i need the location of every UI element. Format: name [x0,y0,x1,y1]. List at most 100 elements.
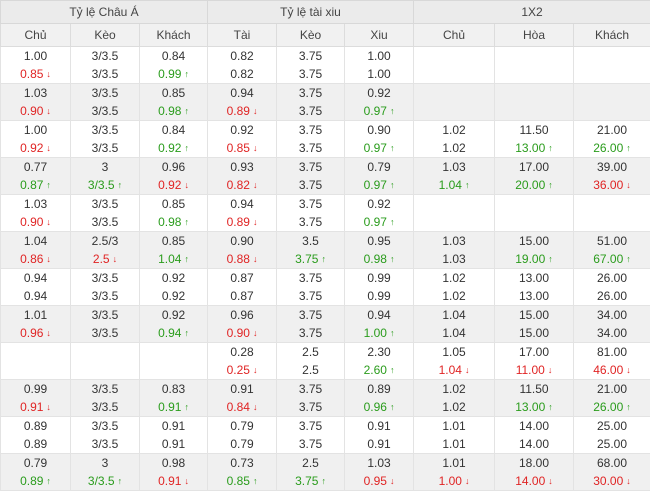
odds-number: 25.00 [597,419,627,433]
odds-number: 3/3.5 [88,474,115,488]
odds-number: 2.30 [367,345,390,359]
cell-x12-away [574,195,650,232]
odds-number: 13.00 [515,141,545,155]
odds-number: 0.92 [158,141,181,155]
opening-odds-value: 0.73 [230,454,253,472]
arrow-up-icon: ↑ [184,106,189,116]
opening-odds-value: 1.05 [442,343,465,361]
odds-number: 0.92 [20,141,43,155]
odds-number: 3/3.5 [92,215,119,229]
col-header-home: Chủ [1,24,71,47]
current-odds-value: 0.89↓ [227,102,258,120]
odds-number: 0.79 [230,419,253,433]
arrow-down-icon: ↓ [390,476,395,486]
arrow-down-icon: ↓ [253,180,258,190]
odds-number: 3/3.5 [92,308,119,322]
current-odds-value: 0.91 [367,435,390,453]
odds-number: 0.85 [227,474,250,488]
current-odds-value: 0.99↑ [158,65,189,83]
odds-number: 0.79 [230,437,253,451]
cell-x12-home [414,195,495,232]
current-odds-value: 13.00↑ [515,398,553,416]
odds-number: 1.04 [158,252,181,266]
odds-number: 0.91 [230,382,253,396]
current-odds-value: 46.00↓ [593,361,631,379]
current-odds-value: 0.86↓ [20,250,51,268]
current-odds-value: 0.87↑ [20,176,51,194]
arrow-down-icon: ↓ [46,254,51,264]
odds-number: 1.02 [442,141,465,155]
current-odds-value: 3/3.5↑ [88,472,122,490]
cell-x12-home [414,47,495,84]
current-odds-value: 0.94↑ [158,324,189,342]
odds-number: 26.00 [593,400,623,414]
col-header-away: Khách [140,24,208,47]
odds-number: 36.00 [593,178,623,192]
current-odds-value: 0.98↑ [158,213,189,231]
opening-odds-value: 0.79 [230,417,253,435]
odds-number: 1.03 [367,456,390,470]
group-over-under: Tỷ lệ tài xiu [208,1,414,24]
opening-odds-value: 1.01 [442,454,465,472]
odds-number: 30.00 [593,474,623,488]
odds-number: 3.75 [299,141,322,155]
col-header-over: Tài [208,24,277,47]
current-odds-value: 14.00 [519,435,549,453]
opening-odds-value: 81.00 [597,343,627,361]
odds-number: 0.28 [230,345,253,359]
arrow-up-icon: ↑ [390,143,395,153]
odds-number: 0.73 [230,456,253,470]
current-odds-value: 0.89↓ [227,213,258,231]
opening-odds-value: 2.30 [367,343,390,361]
opening-odds-value: 1.03 [367,454,390,472]
current-odds-value: 3.75 [299,213,322,231]
arrow-up-icon: ↑ [184,143,189,153]
odds-number: 15.00 [519,326,549,340]
current-odds-value: 0.91↑ [158,398,189,416]
arrow-down-icon: ↓ [113,254,118,264]
odds-number: 1.01 [442,419,465,433]
odds-number: 0.90 [230,234,253,248]
current-odds-value: 0.84↓ [227,398,258,416]
odds-number: 14.00 [519,437,549,451]
arrow-down-icon: ↓ [465,365,470,375]
odds-number: 13.00 [515,400,545,414]
opening-odds-value: 3 [102,158,109,176]
opening-odds-value: 0.28 [230,343,253,361]
current-odds-value: 2.60↑ [364,361,395,379]
opening-odds-value: 39.00 [597,158,627,176]
odds-number: 0.82 [230,49,253,63]
opening-odds-value: 0.79 [367,158,390,176]
odds-number: 1.04 [24,234,47,248]
opening-odds-value: 1.02 [442,380,465,398]
arrow-up-icon: ↑ [321,476,326,486]
col-header-draw: Hòa [495,24,574,47]
opening-odds-value: 11.50 [519,380,548,398]
opening-odds-value: 0.96 [162,158,185,176]
